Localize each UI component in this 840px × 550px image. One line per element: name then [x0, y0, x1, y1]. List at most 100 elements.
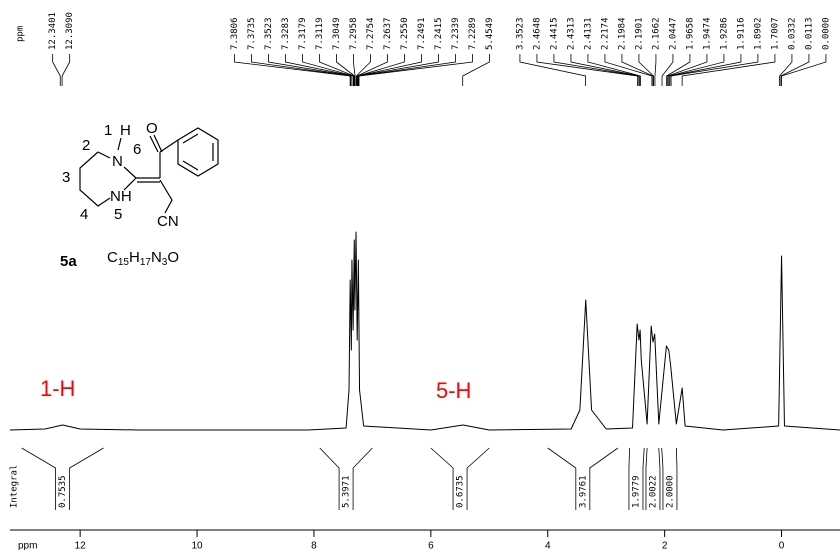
peak-connector	[669, 54, 742, 86]
atom-label: N	[112, 153, 123, 170]
peak-connector	[779, 54, 793, 86]
formula-part: O	[167, 249, 179, 266]
peak-connector	[251, 54, 351, 86]
formula-part: 15	[118, 257, 130, 268]
peak-label: 7.2491	[417, 17, 427, 50]
peak-connector	[519, 54, 587, 86]
x-tick-label: 10	[191, 541, 203, 550]
atom-label: O	[146, 120, 158, 137]
formula: C15H17N3O	[107, 249, 179, 268]
peak-label: 7.2637	[383, 17, 393, 50]
formula-part: N	[151, 249, 162, 266]
integral-label: Integral	[10, 465, 20, 508]
integral-bracket	[430, 447, 490, 510]
peak-connector	[587, 54, 641, 86]
peak-axis-label: ppm	[16, 26, 26, 42]
peak-label: 7.3806	[230, 17, 240, 50]
peak-label: 1.9286	[719, 17, 729, 50]
formula-part: H	[129, 249, 140, 266]
peak-label: 7.2415	[434, 17, 444, 50]
peak-label: 1.9474	[702, 17, 712, 50]
integral-bracket	[21, 447, 104, 510]
peak-label: 2.1901	[634, 17, 644, 50]
atom-label: 5	[114, 206, 122, 223]
peak-connector	[780, 54, 810, 86]
peak-label: 2.2174	[600, 17, 610, 50]
integral-bracket	[319, 447, 373, 510]
peak-connector	[319, 54, 355, 86]
integral-value: 1.9779	[631, 475, 641, 508]
peak-connector	[234, 54, 351, 86]
compound-label: 5a	[60, 253, 77, 270]
peak-label: 12.3090	[65, 12, 75, 50]
peak-connector	[668, 54, 725, 86]
formula-part: 3	[162, 257, 168, 268]
annotation: 5-H	[436, 378, 471, 403]
peak-label: 7.3049	[332, 17, 342, 50]
peak-label: 0.0332	[787, 17, 797, 50]
x-tick-label: 0	[779, 541, 785, 550]
benzene	[177, 127, 219, 177]
integral-value: 3.9761	[578, 475, 588, 508]
peak-connector	[781, 54, 827, 86]
peak-label: 7.3179	[298, 17, 308, 50]
atom-label: 1	[104, 122, 112, 139]
x-tick-label: 6	[428, 541, 434, 550]
peak-connector	[604, 54, 653, 86]
peak-label: 7.2289	[468, 17, 478, 50]
annotation: 1-H	[40, 376, 75, 401]
integral-value: 2.0000	[665, 475, 675, 508]
integral-value: 0.7535	[58, 475, 68, 508]
peak-connector	[638, 54, 654, 86]
atom-label: NH	[110, 188, 132, 205]
peak-label: 7.3283	[281, 17, 291, 50]
peak-label: 2.0447	[668, 17, 678, 50]
peak-connector	[357, 54, 422, 86]
peak-connector	[536, 54, 638, 86]
peak-label: 7.3523	[264, 17, 274, 50]
peak-connector	[681, 54, 776, 86]
atom-label: H	[120, 122, 131, 139]
atom-label: 4	[80, 206, 88, 223]
peak-label: 7.2550	[400, 17, 410, 50]
peak-label: 1.7007	[770, 17, 780, 50]
peak-label: 1.8902	[753, 17, 763, 50]
peak-connector	[355, 54, 371, 86]
peak-label: 7.2754	[366, 17, 376, 50]
peak-label: 5.4549	[485, 17, 495, 50]
x-tick-label: 12	[75, 541, 87, 550]
bond	[79, 134, 179, 214]
integral-bracket	[628, 447, 645, 510]
integral-bracket	[547, 447, 619, 510]
spectrum-trace	[9, 231, 840, 431]
peak-connector	[357, 54, 439, 86]
peak-label: 7.3119	[315, 17, 325, 50]
x-tick-label: 8	[311, 541, 317, 550]
peak-label: 7.3735	[247, 17, 257, 50]
peak-label: 12.3401	[48, 12, 58, 50]
peak-connector	[661, 54, 674, 86]
peak-connector	[570, 54, 640, 86]
peak-connector	[285, 54, 354, 86]
integral-value: 0.6735	[456, 475, 466, 508]
benzene-inner	[182, 133, 214, 171]
peak-connector	[670, 54, 759, 86]
peak-connector	[654, 54, 657, 86]
peak-label: 0.0113	[804, 17, 814, 50]
peak-label: 1.9658	[685, 17, 695, 50]
peak-connector	[553, 54, 640, 86]
peak-connector	[358, 54, 473, 86]
peak-connector	[666, 54, 691, 86]
x-axis-label: ppm	[18, 541, 37, 550]
peak-connector	[356, 54, 388, 86]
peak-connector	[268, 54, 353, 86]
integral-value: 2.0022	[648, 475, 658, 508]
x-tick-label: 2	[662, 541, 668, 550]
structure: 1 H 2 N 6 3 NH 4 5 O CN 5a C15H17N3O	[60, 120, 219, 270]
peak-label: 2.1984	[617, 17, 627, 50]
formula-part: C	[107, 249, 118, 266]
peak-label: 2.1662	[651, 17, 661, 50]
peak-label: 2.4648	[532, 17, 542, 50]
peak-label: 7.2339	[451, 17, 461, 50]
